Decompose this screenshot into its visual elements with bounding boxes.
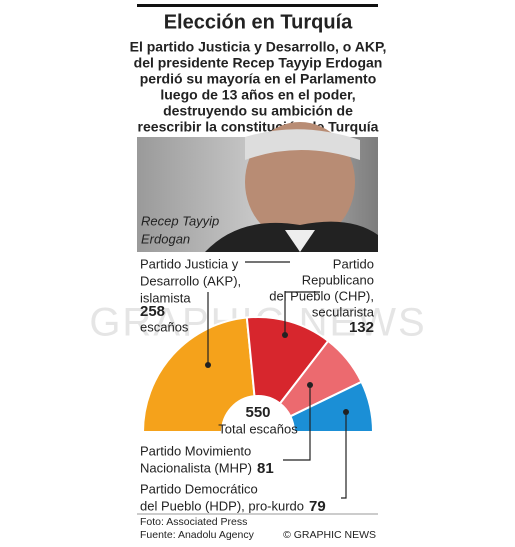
party-label: islamista bbox=[140, 290, 191, 305]
parliament-chart bbox=[141, 316, 375, 433]
subtitle-line: El partido Justicia y Desarrollo, o AKP, bbox=[130, 39, 387, 55]
credit: © GRAPHIC NEWS bbox=[283, 529, 376, 541]
party-label: del Pueblo (CHP), bbox=[269, 288, 374, 303]
source: Fuente: Anadolu Agency bbox=[140, 529, 255, 541]
subtitle-line: perdió su mayoría en el Parlamento bbox=[140, 71, 377, 87]
photo bbox=[137, 122, 378, 252]
total: 550 bbox=[245, 404, 270, 421]
title: Elección en Turquía bbox=[164, 11, 353, 33]
photo-credit: Foto: Associated Press bbox=[140, 516, 247, 528]
subtitle-line: destruyendo su ambición de bbox=[163, 103, 353, 119]
seat-value: 79 bbox=[309, 498, 326, 515]
party-label: del Pueblo (HDP), pro-kurdo bbox=[140, 498, 304, 513]
subtitle-line: reescribir la constitución de Turquía bbox=[138, 119, 379, 135]
subtitle: El partido Justicia y Desarrollo, o AKP,… bbox=[130, 39, 387, 135]
seats-word: escaños bbox=[140, 319, 189, 334]
top-rule bbox=[137, 4, 378, 7]
leader-lines bbox=[205, 261, 349, 499]
caption-line: Erdogan bbox=[141, 231, 190, 246]
party-label: Partido Movimiento bbox=[140, 443, 251, 458]
party-label: Partido bbox=[333, 256, 374, 271]
photo-caption: Recep Tayyip Erdogan bbox=[141, 213, 219, 246]
seat-segment bbox=[141, 316, 256, 433]
seat-value: 258 bbox=[140, 303, 165, 320]
party-label: Nacionalista (MHP) bbox=[140, 460, 252, 475]
party-label: Desarrollo (AKP), bbox=[140, 273, 241, 288]
subtitle-line: del presidente Recep Tayyip Erdogan bbox=[134, 55, 383, 71]
party-label: Republicano bbox=[302, 272, 374, 287]
party-label: secularista bbox=[312, 304, 375, 319]
caption-line: Recep Tayyip bbox=[141, 213, 219, 228]
party-labels: Partido Justicia y Desarrollo (AKP), islam… bbox=[140, 256, 375, 515]
party-label: Partido Democrático bbox=[140, 481, 258, 496]
total-label: Total escaños bbox=[218, 421, 298, 436]
subtitle-line: luego de 13 años en el poder, bbox=[160, 87, 355, 103]
seat-value: 132 bbox=[349, 319, 374, 336]
seat-segment bbox=[289, 380, 375, 433]
party-label: Partido Justicia y bbox=[140, 256, 239, 271]
seat-value: 81 bbox=[257, 460, 274, 477]
